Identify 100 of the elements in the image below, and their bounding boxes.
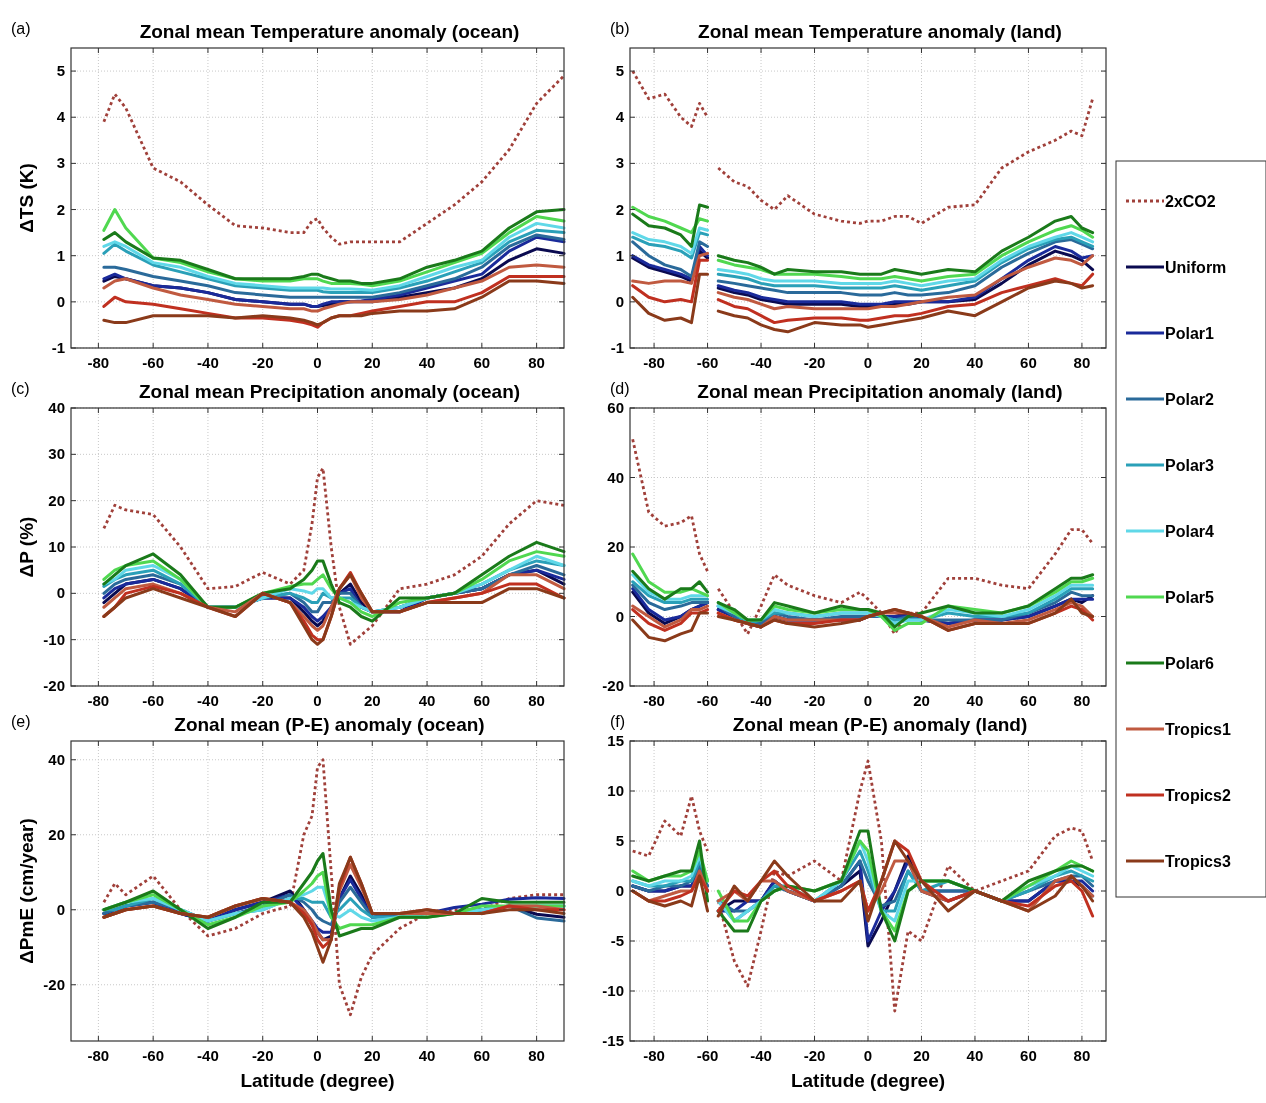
y-tick-label: 5 [56, 62, 65, 80]
x-tick-label: -80 [87, 1047, 110, 1064]
x-tick-label: 60 [1020, 692, 1037, 709]
x-tick-label: 80 [528, 354, 545, 371]
x-tick-label: -80 [643, 1047, 665, 1064]
text: (a) [11, 20, 31, 37]
y-tick-label: 40 [607, 468, 624, 486]
text: (f) [610, 713, 626, 730]
chart-title: Zonal mean Temperature anomaly (ocean) [139, 21, 520, 42]
y-tick-label: 30 [48, 445, 65, 463]
x-tick-label: -20 [803, 1047, 826, 1064]
x-tick-label: 0 [863, 1047, 873, 1064]
y-tick-label: 0 [615, 607, 624, 625]
x-tick-label: -20 [803, 692, 826, 709]
y-tick-label: 10 [48, 538, 65, 555]
x-tick-label: -20 [251, 1047, 274, 1064]
y-tick-label: 0 [56, 292, 65, 310]
x-tick-label: 80 [1073, 1047, 1091, 1064]
x-tick-label: -60 [696, 692, 719, 709]
x-tick-label: -60 [142, 354, 165, 371]
y-tick-label: 60 [607, 399, 624, 416]
y-axis-title: ΔP (%) [16, 516, 37, 578]
x-tick-label: 80 [1073, 354, 1091, 371]
x-tick-label: -40 [750, 692, 772, 709]
y-tick-label: 0 [615, 882, 624, 899]
y-tick-label: -10 [43, 630, 65, 648]
text: (c) [11, 380, 30, 397]
x-tick-label: 60 [473, 692, 491, 709]
y-tick-label: 2 [56, 200, 65, 218]
x-tick-label: -40 [750, 354, 772, 371]
y-tick-label: 20 [607, 538, 624, 555]
y-tick-label: 4 [615, 108, 625, 126]
x-tick-label: 0 [313, 1047, 322, 1064]
x-tick-label: -40 [197, 1047, 219, 1064]
y-tick-label: -1 [610, 339, 624, 356]
x-tick-label: -40 [197, 692, 219, 709]
chart-title: Zonal mean Precipitation anomaly (land) [697, 381, 1063, 402]
x-tick-label: 40 [966, 354, 984, 371]
x-tick-label: -60 [142, 1047, 165, 1064]
legend-label: Polar4 [1165, 523, 1215, 540]
x-tick-label: 20 [913, 354, 930, 371]
y-tick-label: -15 [602, 1032, 624, 1049]
x-tick-label: 20 [913, 692, 930, 709]
x-tick-label: -20 [803, 354, 826, 371]
y-tick-label: 0 [56, 900, 65, 918]
legend-label: Polar3 [1165, 457, 1215, 474]
x-tick-label: 20 [363, 354, 381, 371]
x-axis-title: Latitude (degree) [240, 1070, 395, 1091]
x-tick-label: 20 [363, 1047, 381, 1064]
y-axis-title: ΔPmE (cm/year) [16, 818, 37, 964]
y-tick-label: 1 [615, 246, 624, 264]
x-tick-label: -80 [643, 692, 665, 709]
legend-label: Polar2 [1165, 391, 1215, 408]
legend-label: Tropics2 [1165, 787, 1231, 804]
y-tick-label: 0 [56, 584, 65, 602]
x-tick-label: 60 [473, 1047, 491, 1064]
chart-title: Zonal mean Temperature anomaly (land) [698, 21, 1062, 42]
x-tick-label: 40 [966, 692, 984, 709]
x-tick-label: 80 [528, 692, 545, 709]
legend-label: Tropics3 [1165, 853, 1231, 870]
x-tick-label: 60 [1020, 354, 1037, 371]
x-tick-label: 40 [966, 1047, 984, 1064]
x-tick-label: -80 [87, 354, 110, 371]
x-tick-label: -20 [251, 692, 274, 709]
x-tick-label: 80 [1073, 692, 1091, 709]
x-tick-label: 60 [473, 354, 491, 371]
legend-label: Polar1 [1165, 325, 1215, 342]
legend-label: Uniform [1165, 259, 1227, 276]
y-tick-label: 3 [56, 154, 65, 172]
y-tick-label: -5 [610, 932, 624, 949]
y-tick-label: 40 [48, 399, 65, 416]
chart-title: Zonal mean (P-E) anomaly (land) [732, 714, 1028, 735]
x-tick-label: 0 [313, 354, 322, 371]
text: (b) [610, 20, 630, 37]
text: (d) [610, 380, 630, 397]
x-tick-label: -60 [696, 354, 719, 371]
y-tick-label: 15 [607, 732, 624, 749]
text: (e) [11, 713, 31, 730]
x-tick-label: -20 [251, 354, 274, 371]
y-tick-label: 5 [615, 62, 624, 80]
y-tick-label: -20 [602, 677, 624, 694]
y-tick-label: -1 [51, 339, 65, 356]
x-tick-label: -80 [643, 354, 665, 371]
y-tick-label: 0 [615, 292, 624, 310]
y-tick-label: 4 [56, 108, 66, 126]
legend-label: Polar6 [1165, 655, 1215, 672]
y-tick-label: 2 [615, 200, 624, 218]
x-tick-label: 0 [313, 692, 322, 709]
y-tick-label: 20 [48, 491, 65, 509]
y-tick-label: 5 [615, 832, 624, 849]
chart-title: Zonal mean (P-E) anomaly (ocean) [174, 714, 485, 735]
y-tick-label: -10 [602, 982, 624, 999]
y-tick-label: 40 [48, 750, 65, 768]
x-tick-label: -40 [750, 1047, 772, 1064]
y-tick-label: 3 [615, 154, 624, 172]
x-tick-label: -80 [87, 692, 110, 709]
legend-label: Polar5 [1165, 589, 1215, 606]
x-tick-label: 60 [1020, 1047, 1037, 1064]
x-tick-label: 80 [528, 1047, 545, 1064]
x-tick-label: 40 [418, 692, 436, 709]
